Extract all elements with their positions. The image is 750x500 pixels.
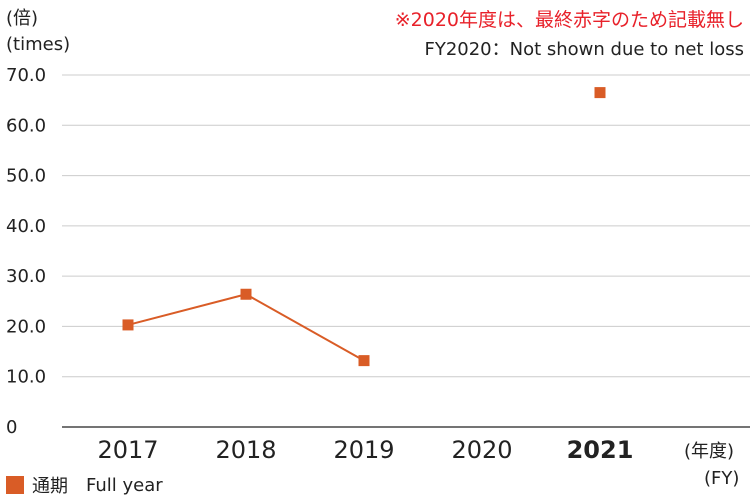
y-tick-label: 10.0 <box>6 367 46 388</box>
y-axis-unit-ja: (倍) <box>6 8 39 29</box>
series-lines <box>127 293 365 362</box>
data-point <box>240 288 252 300</box>
series-line-segment <box>127 293 247 326</box>
x-tick-label: 2020 <box>451 436 512 464</box>
y-tick-label: 30.0 <box>6 266 46 287</box>
chart-note: ※2020年度は、最終赤字のため記載無し FY2020：Not shown du… <box>395 6 744 64</box>
legend: 通期 Full year <box>6 472 163 498</box>
data-point <box>358 355 370 367</box>
x-tick-label: 2021 <box>567 436 634 464</box>
legend-label-ja: 通期 <box>32 476 68 497</box>
y-tick-label: 20.0 <box>6 316 46 337</box>
legend-label-en: Full year <box>86 474 163 496</box>
y-tick-label: 0 <box>6 417 17 438</box>
data-point <box>122 319 134 331</box>
y-tick-label: 50.0 <box>6 166 46 187</box>
data-point <box>594 87 606 99</box>
x-tick-label: 2019 <box>333 436 394 464</box>
note-ja: ※2020年度は、最終赤字のため記載無し <box>394 9 744 31</box>
y-axis-unit-en: (times) <box>6 34 71 55</box>
series-points <box>122 87 606 367</box>
note-en: FY2020：Not shown due to net loss <box>424 39 744 60</box>
x-tick-label: 2018 <box>215 436 276 464</box>
gridlines <box>62 74 750 428</box>
x-axis-unit-ja: (年度) <box>684 441 735 462</box>
legend-swatch <box>6 476 24 494</box>
series-line-segment <box>245 293 365 362</box>
x-axis-unit-en: (FY) <box>704 468 740 489</box>
y-tick-label: 40.0 <box>6 216 46 237</box>
y-tick-label: 70.0 <box>6 65 46 86</box>
x-tick-label: 2017 <box>97 436 158 464</box>
x-axis-ticks: 2017 2018 2019 2020 2021 <box>97 436 633 464</box>
y-axis-ticks: 0 10.0 20.0 30.0 40.0 50.0 60.0 70.0 <box>6 65 46 438</box>
y-tick-label: 60.0 <box>6 115 46 136</box>
